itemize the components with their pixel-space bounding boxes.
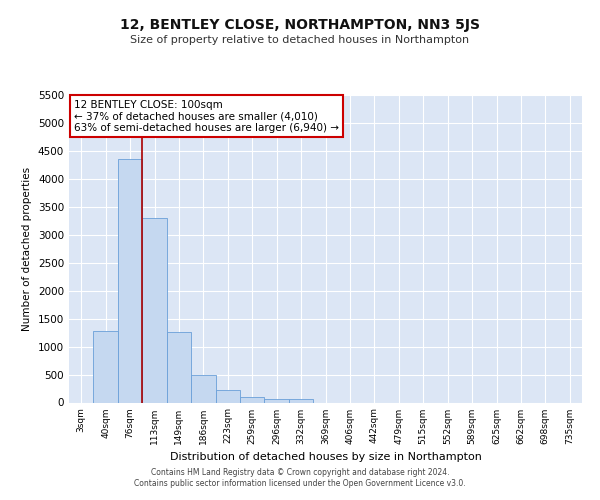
Text: 12 BENTLEY CLOSE: 100sqm
← 37% of detached houses are smaller (4,010)
63% of sem: 12 BENTLEY CLOSE: 100sqm ← 37% of detach… xyxy=(74,100,339,133)
Bar xyxy=(240,397,265,402)
Bar xyxy=(167,332,191,402)
Bar xyxy=(265,399,289,402)
Y-axis label: Number of detached properties: Number of detached properties xyxy=(22,166,32,331)
X-axis label: Distribution of detached houses by size in Northampton: Distribution of detached houses by size … xyxy=(170,452,481,462)
Bar xyxy=(142,218,167,402)
Bar xyxy=(289,400,313,402)
Bar xyxy=(94,332,118,402)
Bar xyxy=(118,160,142,402)
Text: 12, BENTLEY CLOSE, NORTHAMPTON, NN3 5JS: 12, BENTLEY CLOSE, NORTHAMPTON, NN3 5JS xyxy=(120,18,480,32)
Bar xyxy=(191,375,215,402)
Text: Contains HM Land Registry data © Crown copyright and database right 2024.
Contai: Contains HM Land Registry data © Crown c… xyxy=(134,468,466,487)
Bar xyxy=(215,390,240,402)
Text: Size of property relative to detached houses in Northampton: Size of property relative to detached ho… xyxy=(130,35,470,45)
